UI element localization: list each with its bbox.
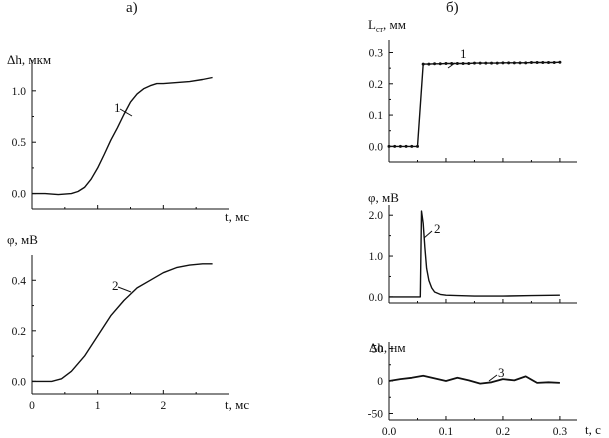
data-point bbox=[478, 61, 482, 65]
data-point bbox=[467, 61, 471, 65]
data-point bbox=[472, 61, 476, 65]
curve-label-leader bbox=[423, 230, 433, 239]
y-axis-label: Lст, мм bbox=[368, 17, 406, 34]
y-tick-label: 1.0 bbox=[12, 86, 27, 98]
y-tick-label: -50 bbox=[368, 409, 384, 421]
data-point bbox=[404, 144, 408, 148]
data-point bbox=[558, 60, 562, 64]
y-axis-label: Δh, мкм bbox=[7, 52, 51, 67]
y-axis-label: Δh, нм bbox=[369, 340, 406, 355]
y-tick-label: 2.0 bbox=[369, 210, 384, 222]
y-tick-label: 0.1 bbox=[369, 110, 384, 122]
data-point bbox=[501, 61, 505, 65]
curve-label-leader bbox=[117, 286, 132, 293]
curve-label-leader bbox=[447, 62, 456, 69]
x-axis-label: t, мс bbox=[225, 209, 249, 224]
y-axis-label: φ, мВ bbox=[368, 190, 399, 205]
data-point bbox=[433, 62, 437, 66]
y-tick-label: 0.5 bbox=[12, 137, 27, 149]
data-point bbox=[393, 144, 397, 148]
curve-label: 3 bbox=[498, 365, 505, 380]
data-point bbox=[421, 62, 425, 66]
curve-label-leader bbox=[488, 374, 498, 382]
data-point bbox=[455, 61, 459, 65]
panel-label: а) bbox=[126, 0, 138, 16]
data-point bbox=[524, 61, 528, 65]
x-tick-label: 0 bbox=[29, 400, 35, 412]
data-point bbox=[387, 144, 391, 148]
y-tick-label: 0.0 bbox=[12, 189, 27, 201]
curve-label: 1 bbox=[114, 100, 121, 115]
chart-panel-a1: 0.0 0.5 1.0 Δh, мкм t, мс а) 1 bbox=[7, 0, 249, 224]
y-axis-label: φ, мВ bbox=[7, 232, 38, 247]
x-axis-label: t, с bbox=[585, 422, 601, 437]
y-tick-label: 0 bbox=[377, 376, 383, 388]
y-tick-label: 50 bbox=[372, 344, 384, 356]
curve-label: 2 bbox=[434, 221, 441, 236]
y-tick-label: 0.3 bbox=[369, 48, 384, 60]
data-point bbox=[552, 61, 556, 65]
series-line-3 bbox=[388, 374, 560, 385]
data-point bbox=[438, 62, 442, 66]
data-point bbox=[427, 62, 431, 66]
y-tick-label: 0.2 bbox=[12, 326, 27, 338]
data-point bbox=[507, 61, 511, 65]
curve-label-leader bbox=[119, 108, 133, 117]
chart-panel-b1: 0.0 0.1 0.2 0.3 Lст, мм б) 1 bbox=[368, 0, 577, 163]
data-point bbox=[518, 61, 522, 65]
y-tick-label: 0.0 bbox=[12, 376, 27, 388]
curve-label: 2 bbox=[112, 278, 119, 293]
chart-panel-b3: -50 0 50 0.0 0.1 0.2 0.3 Δh, нм t, с 3 bbox=[368, 340, 601, 438]
data-point bbox=[444, 61, 448, 65]
data-point bbox=[461, 61, 465, 65]
data-point bbox=[490, 61, 494, 65]
data-point bbox=[547, 61, 551, 65]
chart-panel-a2: 0.0 0.2 0.4 0 1 2 φ, мВ t, мс 2 bbox=[7, 232, 249, 412]
y-tick-label: 1.0 bbox=[369, 251, 384, 263]
series-line-1 bbox=[389, 61, 560, 148]
data-point bbox=[541, 61, 545, 65]
series-line-1 bbox=[32, 76, 213, 196]
data-point bbox=[484, 61, 488, 65]
y-tick-label: 0.4 bbox=[12, 275, 27, 287]
chart-panel-b2: 0.0 1.0 2.0 φ, мВ 2 bbox=[368, 190, 577, 304]
y-tick-label: 0.2 bbox=[369, 79, 384, 91]
x-tick-label: 0.0 bbox=[382, 426, 397, 438]
data-point bbox=[410, 144, 414, 148]
y-tick-label: 0.0 bbox=[369, 141, 384, 153]
x-tick-label: 2 bbox=[160, 400, 166, 412]
data-point bbox=[450, 61, 454, 65]
data-point bbox=[415, 144, 419, 148]
curve-label: 1 bbox=[460, 46, 467, 61]
data-point bbox=[495, 61, 499, 65]
x-tick-label: 0.3 bbox=[553, 426, 568, 438]
data-point bbox=[529, 61, 533, 65]
panel-label: б) bbox=[446, 0, 459, 16]
data-point bbox=[512, 61, 516, 65]
x-tick-label: 0.1 bbox=[439, 426, 454, 438]
series-line-2 bbox=[32, 263, 213, 383]
x-tick-label: 0.2 bbox=[496, 426, 511, 438]
data-point bbox=[535, 61, 539, 65]
x-axis-label: t, мс bbox=[225, 397, 249, 412]
data-point bbox=[398, 144, 402, 148]
y-tick-label: 0.0 bbox=[369, 292, 384, 304]
series-line-2 bbox=[389, 210, 560, 298]
x-tick-label: 1 bbox=[95, 400, 101, 412]
